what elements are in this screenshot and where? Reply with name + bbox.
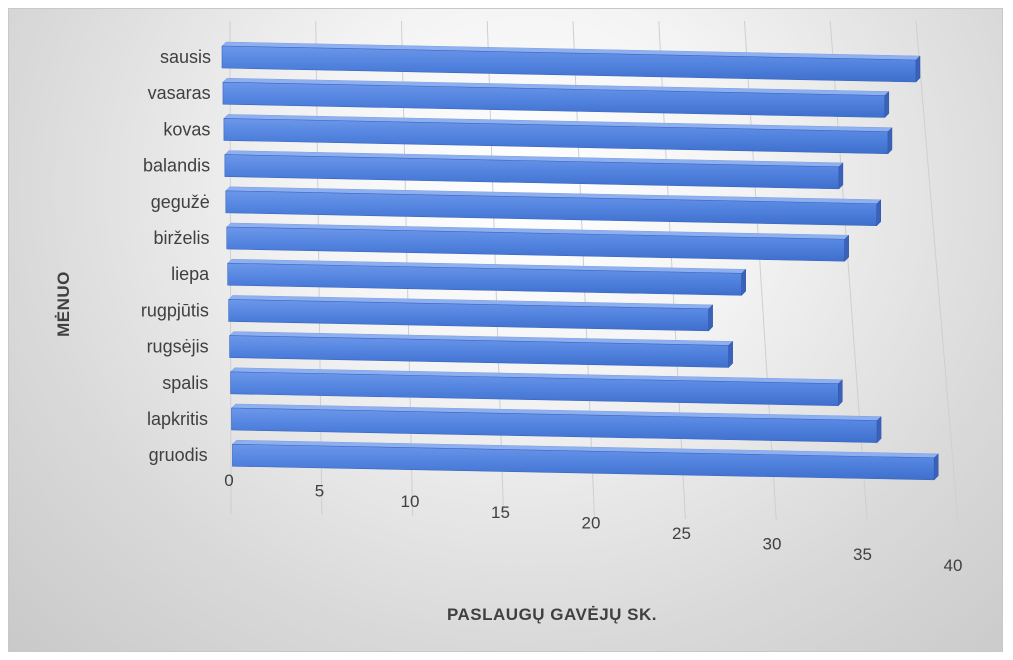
category-label: gruodis (149, 445, 208, 465)
category-label: liepa (171, 264, 210, 284)
category-label: balandis (143, 156, 210, 176)
bar-sausis (221, 41, 921, 83)
category-label: gegužė (151, 192, 210, 212)
x-tick-label: 10 (401, 492, 420, 511)
category-labels: sausis vasaras kovas balandis gegužė birželis… (141, 47, 211, 465)
x-tick-label: 30 (763, 535, 782, 554)
category-label: birželis (153, 228, 209, 248)
category-label: sausis (160, 47, 211, 67)
bar-spalis (229, 367, 843, 407)
bars (221, 41, 939, 481)
gridline-40 (915, 20, 959, 523)
x-tick-label: 15 (491, 503, 510, 522)
x-tick-label: 0 (224, 471, 233, 490)
bar-gruodis (231, 439, 939, 481)
bar-rugpjūtis (228, 295, 714, 332)
x-tick-label: 25 (672, 524, 691, 543)
category-label: rugpjūtis (141, 300, 209, 320)
x-tick-label: 20 (582, 513, 601, 532)
x-tick-label: 40 (944, 556, 963, 575)
x-axis-title: PASLAUGŲ GAVĖJŲ SK. (447, 605, 657, 624)
bar-kovas (223, 114, 893, 155)
bar-vasaras (222, 77, 890, 119)
bar-balandis (224, 150, 844, 190)
bar-liepa (227, 258, 747, 296)
y-axis-title: MĖNUO (54, 271, 73, 337)
x-tick-label: 5 (315, 482, 324, 501)
chart-area: sausis vasaras kovas balandis gegužė birželis… (8, 8, 1003, 652)
bar-gegužė (225, 186, 882, 227)
category-label: lapkritis (147, 409, 208, 429)
category-label: spalis (162, 373, 208, 393)
bar-birželis (226, 222, 850, 262)
category-label: vasaras (148, 83, 211, 103)
x-tick-labels: 0 5 10 15 20 25 30 35 40 (224, 471, 962, 575)
bar-rugsėjis (229, 331, 734, 369)
bar-chart: sausis vasaras kovas balandis gegužė birželis… (54, 20, 962, 624)
category-label: kovas (163, 119, 210, 139)
x-tick-label: 35 (853, 545, 872, 564)
category-label: rugsėjis (147, 337, 209, 357)
bar-lapkritis (230, 403, 882, 444)
